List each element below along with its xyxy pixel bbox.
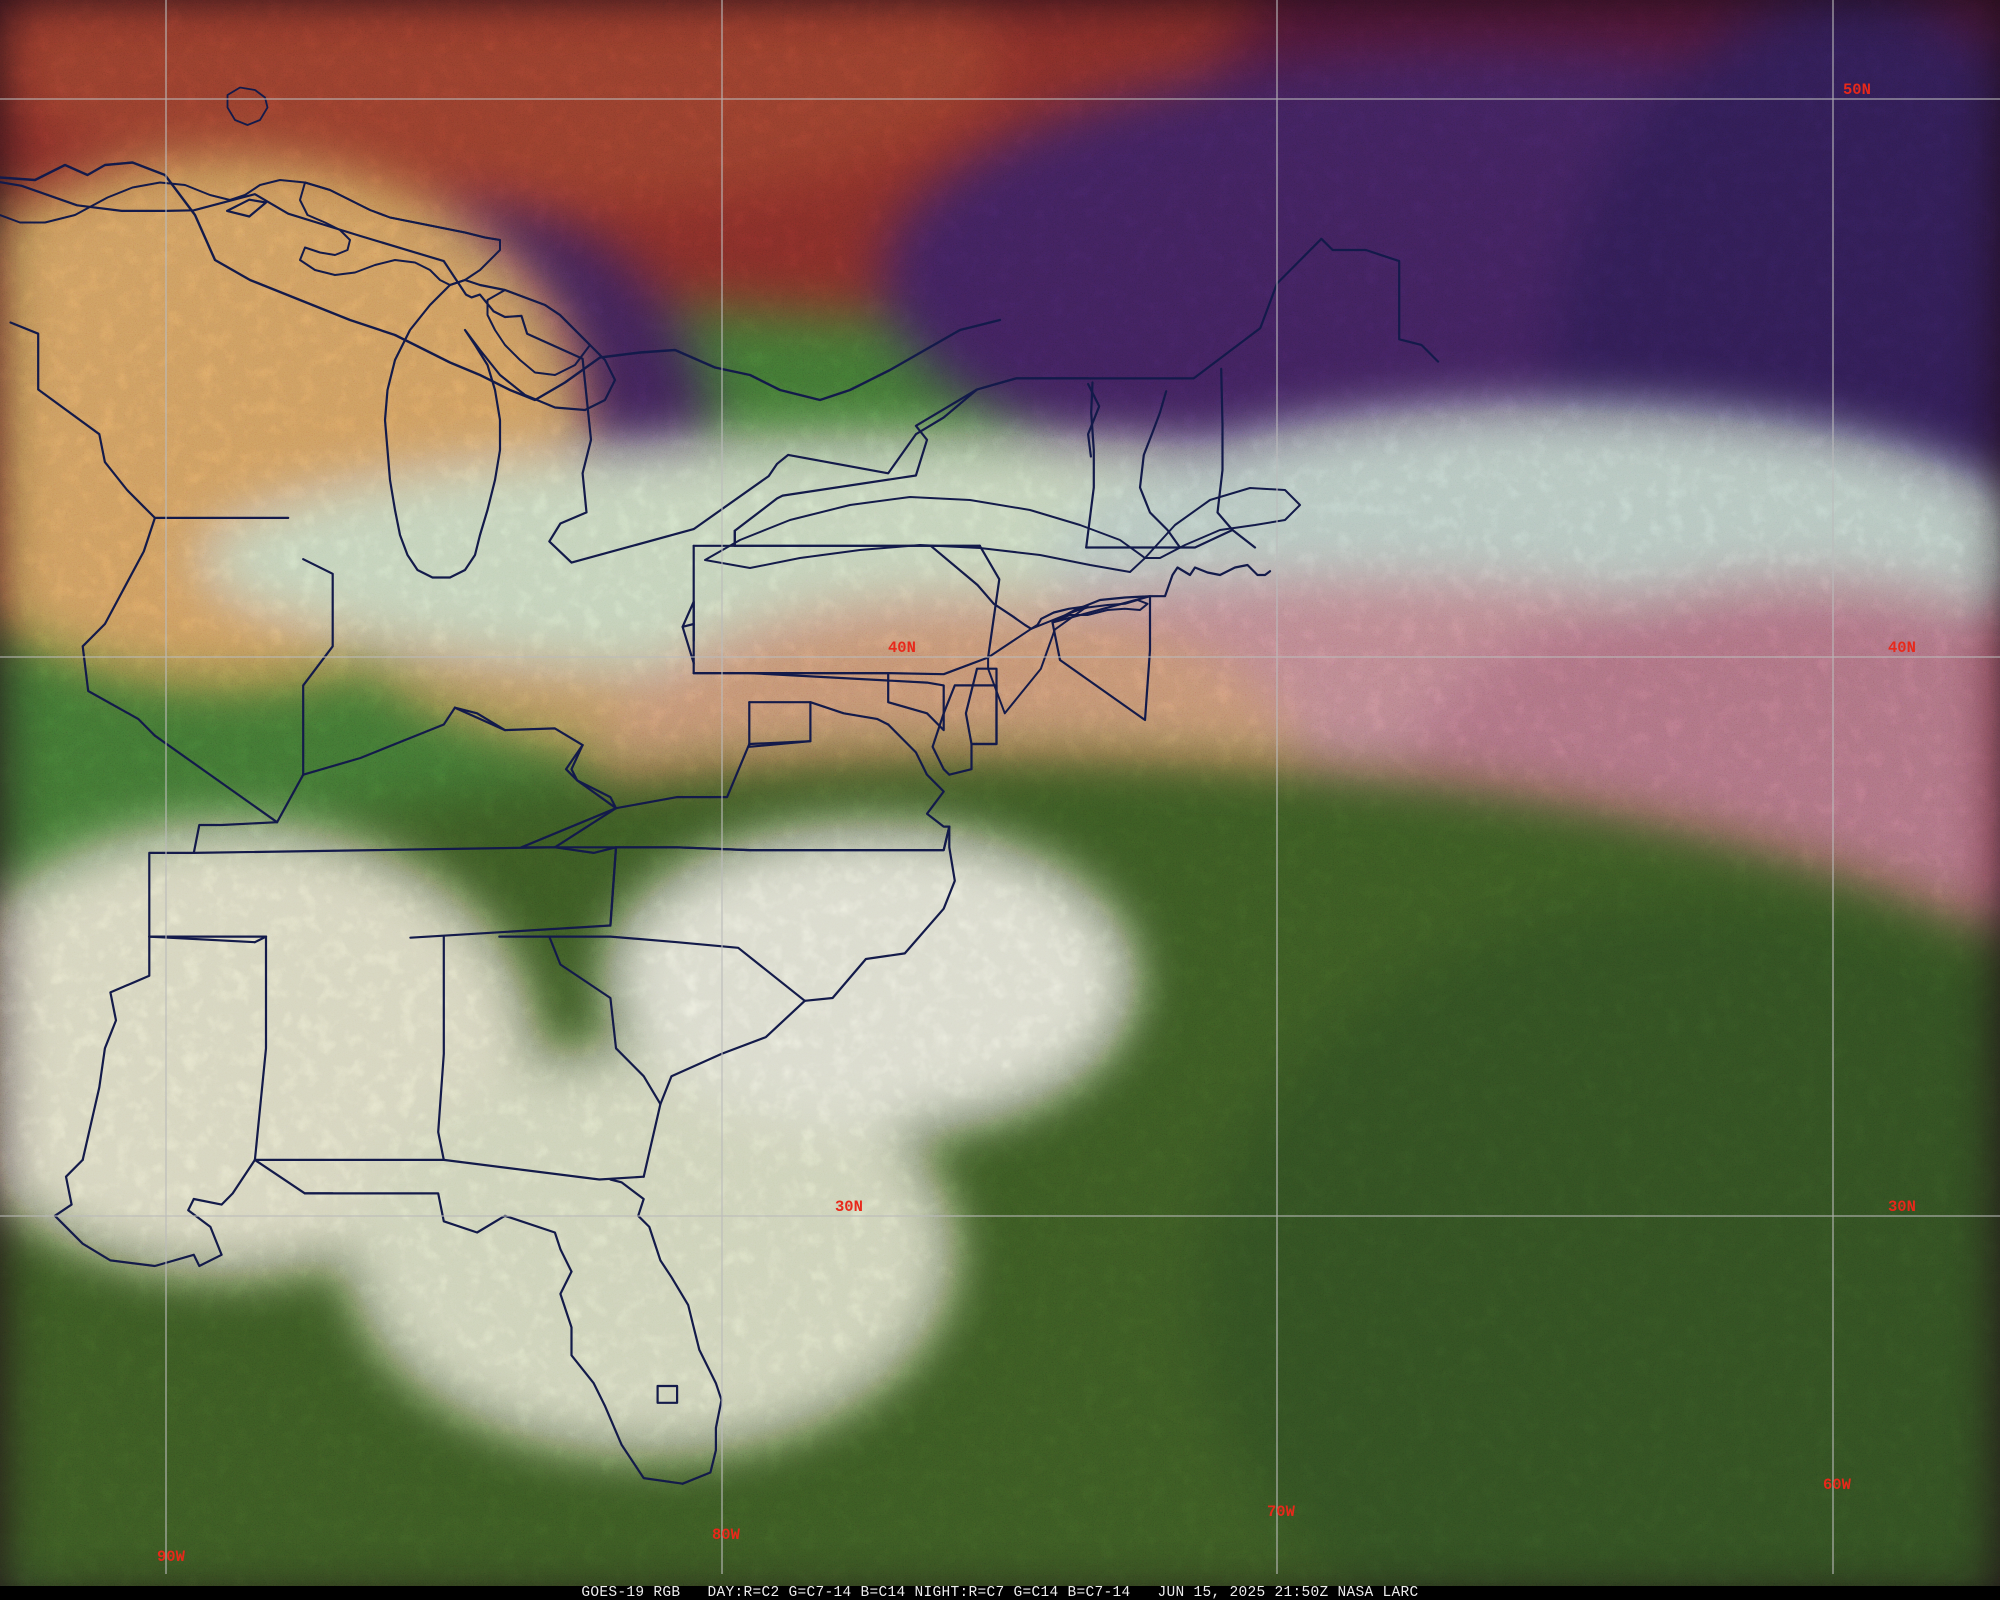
svg-text:50N: 50N (1843, 81, 1871, 99)
svg-text:70W: 70W (1267, 1503, 1296, 1521)
svg-text:40N: 40N (888, 639, 916, 657)
svg-text:30N: 30N (835, 1198, 863, 1216)
svg-text:90W: 90W (157, 1548, 186, 1566)
svg-text:40N: 40N (1888, 639, 1916, 657)
svg-text:30N: 30N (1888, 1198, 1916, 1216)
svg-text:60W: 60W (1823, 1476, 1852, 1494)
svg-text:80W: 80W (712, 1526, 741, 1544)
